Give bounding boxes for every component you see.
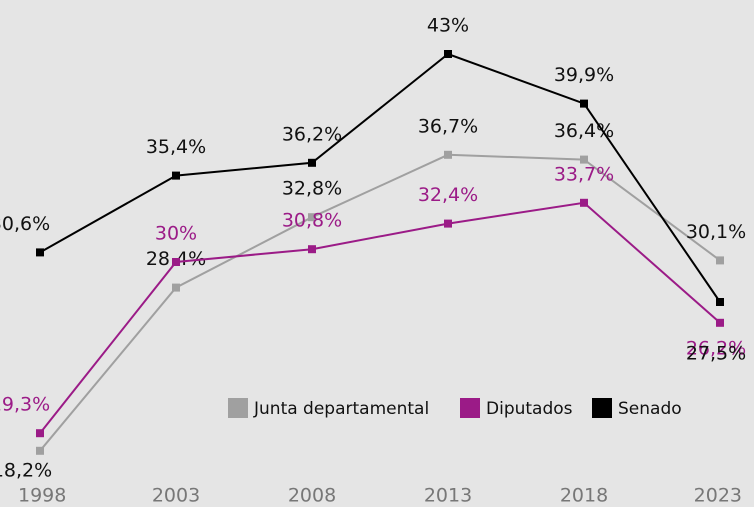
point (172, 171, 180, 180)
data-label: 27,5% (686, 343, 746, 365)
point (716, 318, 724, 327)
x-tick-label: 1998 (18, 485, 66, 507)
point (36, 446, 44, 455)
legend-swatch (460, 398, 480, 418)
data-label: 18,2% (0, 459, 52, 481)
point (444, 219, 452, 228)
x-tick-label: 2023 (694, 485, 742, 507)
legend-swatch (228, 398, 248, 418)
data-label: 19,3% (0, 394, 50, 416)
point (716, 256, 724, 265)
data-label: 30% (155, 223, 197, 245)
point (444, 50, 452, 58)
point (36, 429, 44, 438)
point (172, 258, 180, 266)
x-tick-label: 2013 (424, 485, 472, 507)
data-label: 30,1% (686, 221, 746, 243)
point (308, 158, 316, 167)
data-label: 43% (427, 15, 469, 37)
point (716, 298, 724, 306)
x-tick-label: 2008 (288, 485, 336, 507)
point (308, 245, 316, 254)
x-tick-label: 2018 (560, 485, 608, 507)
legend-label: Senado (618, 399, 682, 419)
legend-label: Diputados (486, 399, 573, 419)
legend-swatch (592, 398, 612, 418)
data-label: 39,9% (554, 64, 614, 86)
point (36, 248, 44, 257)
point (580, 155, 588, 164)
data-label: 33,7% (554, 163, 614, 185)
data-label: 32,4% (418, 184, 478, 206)
data-label: 30,8% (282, 210, 342, 232)
data-label: 36,2% (282, 123, 342, 145)
data-label: 26,2% (686, 337, 746, 359)
data-label: 32,8% (282, 178, 342, 200)
line (39, 52, 721, 303)
point (308, 213, 316, 222)
data-label: 36,7% (418, 115, 478, 137)
point (172, 283, 180, 292)
data-label: 36,4% (554, 120, 614, 142)
x-tick-label: 2003 (152, 485, 200, 507)
point (580, 198, 588, 207)
line (39, 153, 721, 452)
point (444, 150, 452, 159)
point (580, 99, 588, 108)
line (39, 201, 721, 434)
data-label: 35,4% (146, 136, 206, 158)
data-label: 30,6% (0, 213, 50, 235)
legend-label: Junta departamental (253, 399, 429, 419)
